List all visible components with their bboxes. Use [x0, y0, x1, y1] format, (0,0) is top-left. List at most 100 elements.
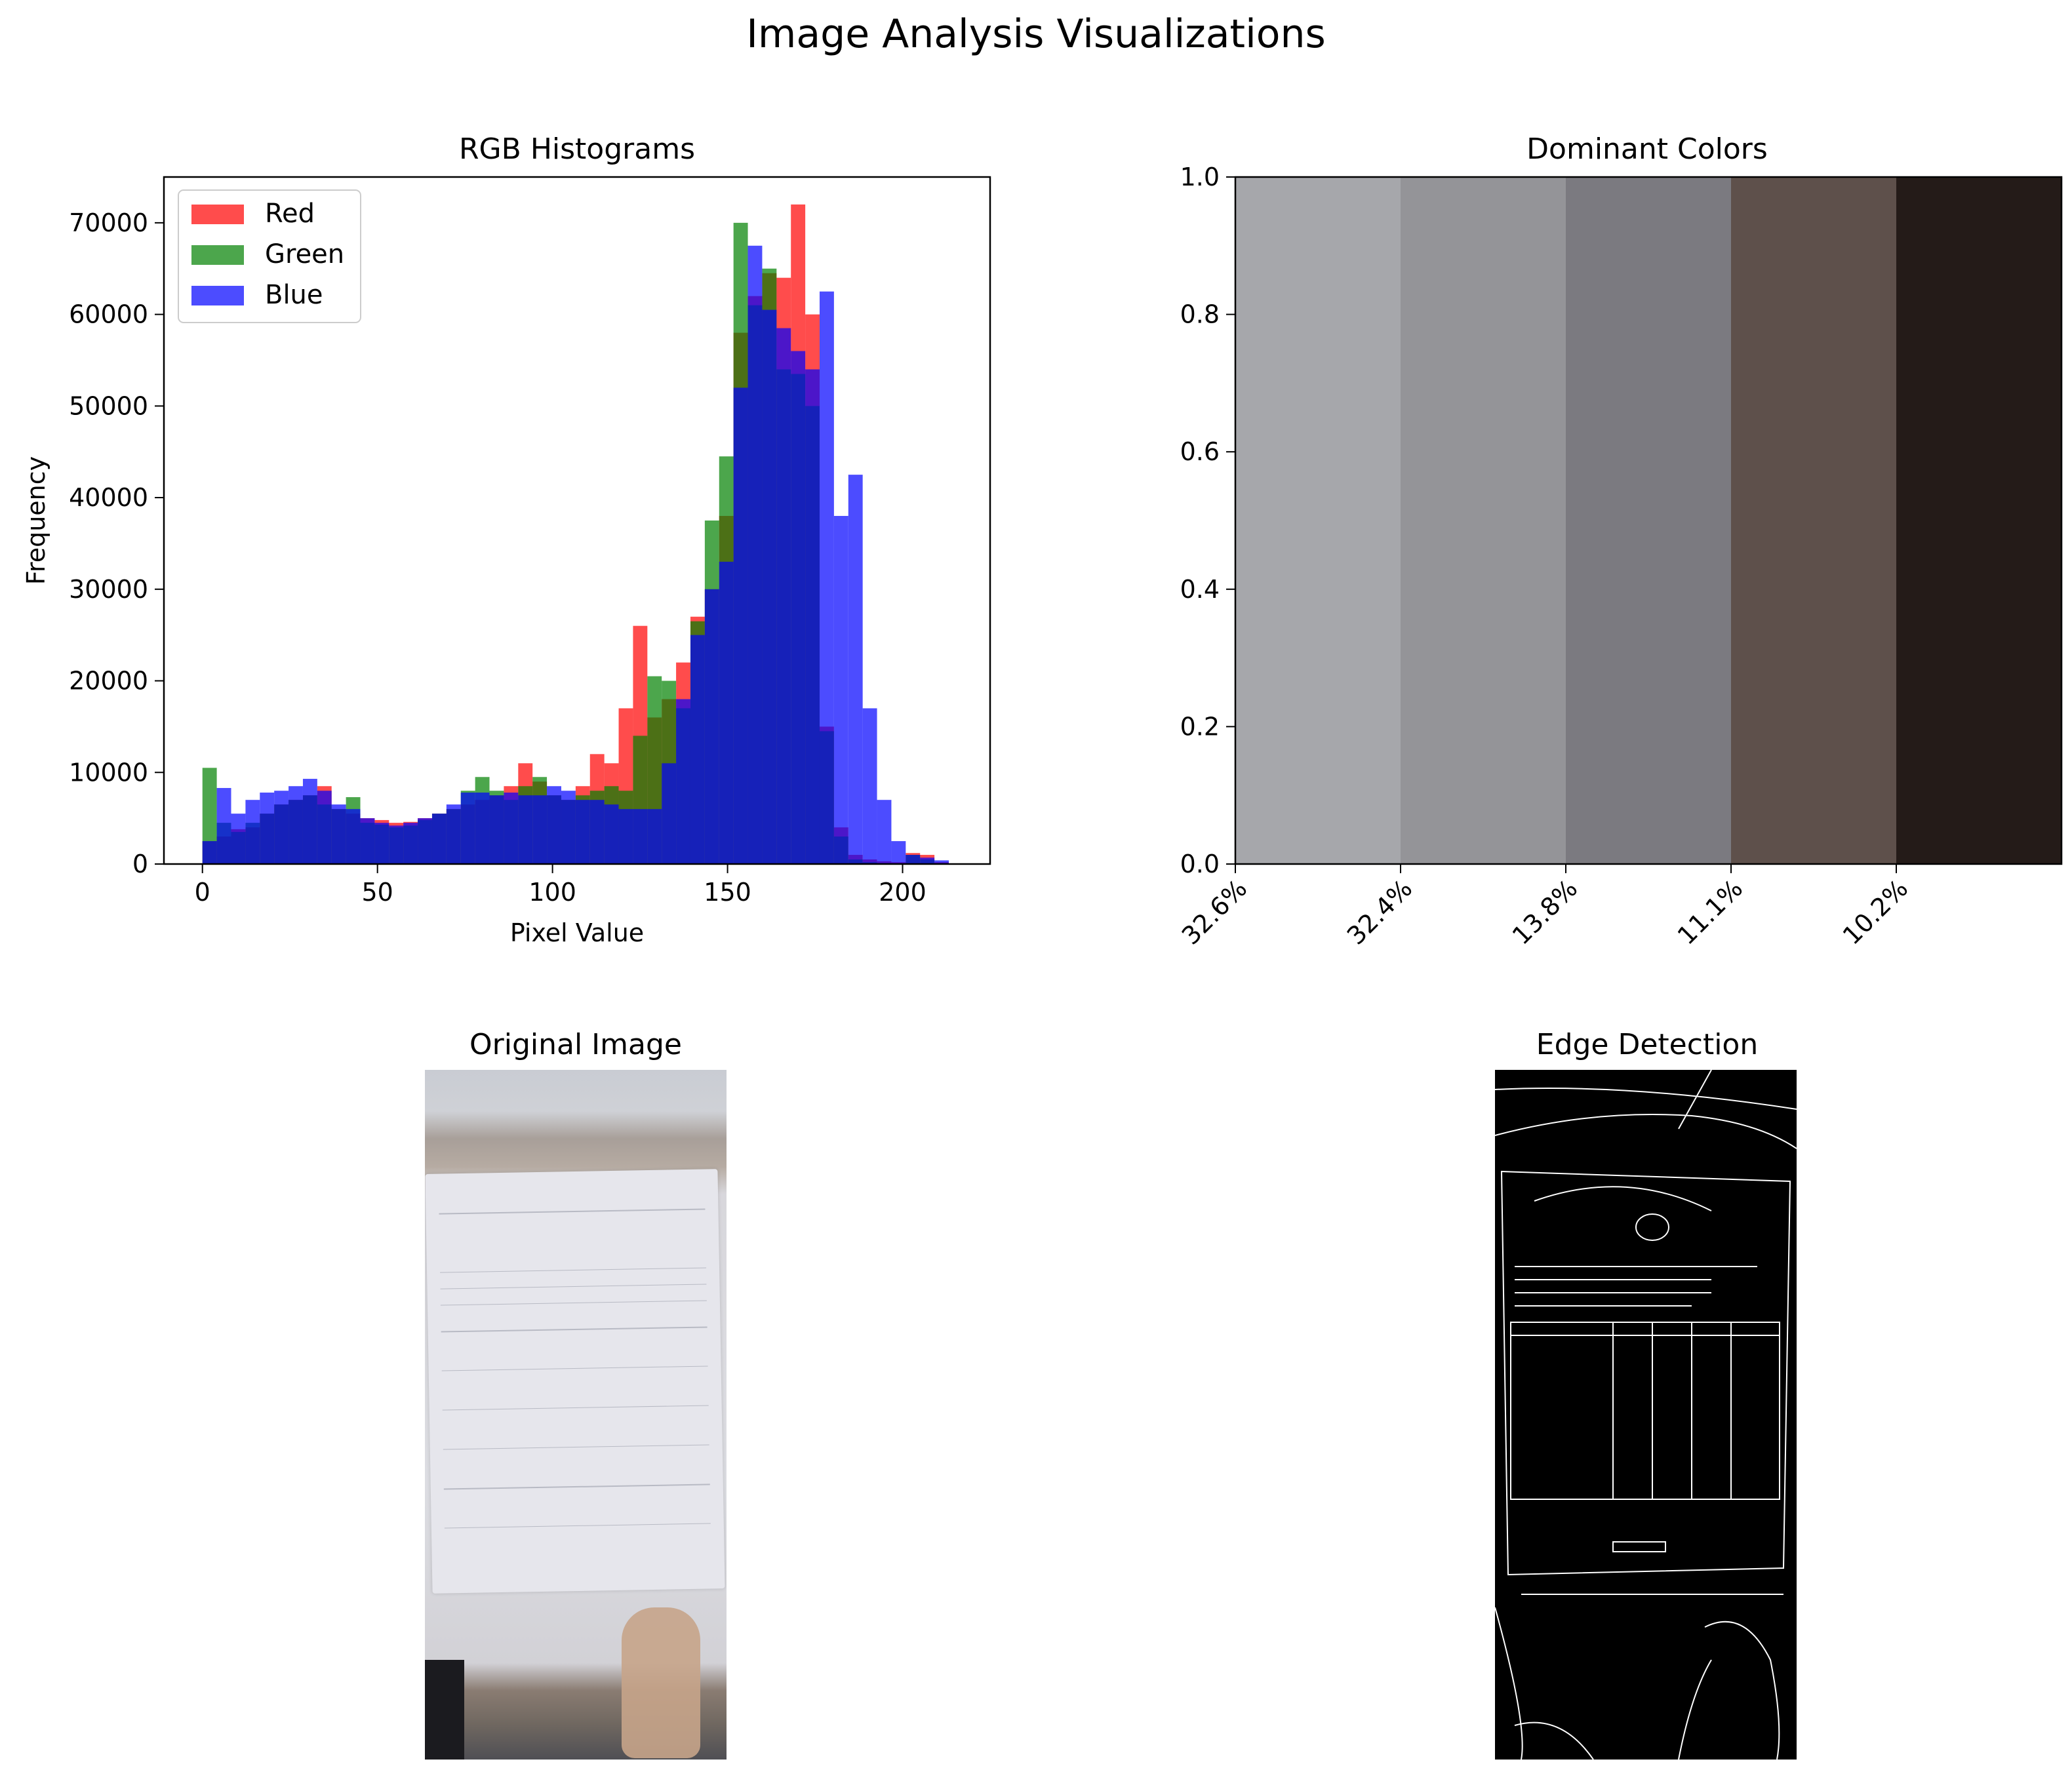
- histogram-bar-blue: [805, 369, 820, 864]
- x-tick-label: 200: [879, 878, 926, 907]
- histogram-bar-blue: [489, 795, 504, 864]
- leg-shape: [425, 1660, 464, 1760]
- histogram-bar-blue: [302, 779, 317, 864]
- histogram-bar-blue: [245, 800, 260, 864]
- y-tick-label: 40000: [69, 483, 148, 512]
- y-tick-label: 20000: [69, 667, 148, 696]
- original-image: [425, 1070, 727, 1760]
- histogram-bar-blue: [418, 818, 432, 864]
- histogram-bar-blue: [762, 309, 777, 864]
- histogram-bar-blue: [704, 589, 719, 864]
- figure-title: Image Analysis Visualizations: [746, 11, 1326, 57]
- histogram-bar-blue: [776, 328, 791, 864]
- histogram-bar-blue: [848, 475, 863, 864]
- x-tick-label: 150: [704, 878, 751, 907]
- x-tick-label: 32.6%: [1176, 874, 1252, 950]
- histogram-y-label: Frequency: [22, 456, 50, 585]
- y-tick-label: 1.0: [1180, 163, 1220, 191]
- histogram-title: RGB Histograms: [459, 132, 695, 166]
- histogram-bar-blue: [360, 818, 375, 864]
- dominant-color-bar: [1401, 177, 1566, 864]
- document-photo: [425, 1169, 725, 1594]
- histogram-bar-blue: [260, 793, 275, 864]
- y-tick-label: 10000: [69, 758, 148, 787]
- foot-shape: [622, 1607, 700, 1758]
- histogram-bar-blue: [647, 809, 662, 864]
- histogram-bar-blue: [274, 791, 289, 864]
- histogram-bar-blue: [747, 245, 763, 864]
- dominant-colors-y-ticks: 0.0 0.2 0.4 0.6 0.8 1.0: [1180, 163, 1235, 878]
- histogram-bar-blue: [906, 855, 921, 864]
- y-tick-label: 30000: [69, 575, 148, 604]
- histogram-bar-blue: [216, 788, 231, 864]
- histogram-bar-blue: [518, 795, 533, 864]
- histogram-axes-frame: [163, 176, 991, 865]
- histogram-bar-blue: [289, 786, 303, 864]
- original-image-title: Original Image: [469, 1028, 682, 1061]
- histogram-bar-blue: [891, 841, 906, 864]
- edge-detection-image: [1495, 1070, 1797, 1760]
- histogram-bars: [202, 204, 949, 865]
- histogram-x-label: Pixel Value: [510, 918, 644, 947]
- rgb-histogram-panel: RGB Histograms 0 50 100 150 200 0 10000 20000 3…: [22, 132, 991, 947]
- histogram-bar-blue: [690, 635, 705, 864]
- histogram-bar-blue: [317, 791, 332, 864]
- x-tick-label: 50: [361, 878, 393, 907]
- histogram-bar-blue: [877, 800, 892, 864]
- legend-label-red: Red: [265, 199, 315, 229]
- edge-detection-title: Edge Detection: [1536, 1028, 1758, 1061]
- histogram-bar-blue: [431, 814, 447, 864]
- histogram-bar-blue: [374, 823, 389, 864]
- histogram-bar-blue: [403, 823, 418, 864]
- legend-swatch-blue: [191, 286, 244, 305]
- histogram-y-ticks: 0 10000 20000 30000 40000 50000 60000 70000: [69, 208, 164, 878]
- x-tick-label: 10.2%: [1837, 874, 1913, 950]
- y-tick-label: 50000: [69, 391, 148, 420]
- histogram-bar-blue: [604, 804, 619, 864]
- histogram-bar-blue: [819, 291, 834, 865]
- legend-label-green: Green: [265, 239, 344, 269]
- legend-swatch-green: [191, 245, 244, 265]
- legend-label-blue: Blue: [265, 280, 323, 310]
- histogram-bar-blue: [719, 561, 734, 864]
- histogram-bar-blue: [446, 804, 461, 864]
- dominant-color-bar: [1731, 177, 1897, 864]
- histogram-bar-blue: [389, 825, 404, 864]
- dominant-color-bar: [1896, 177, 2062, 864]
- histogram-bar-green: [202, 768, 217, 864]
- histogram-bar-blue: [532, 795, 548, 864]
- histogram-bar-blue: [331, 804, 346, 864]
- y-tick-label: 0.8: [1180, 300, 1220, 329]
- histogram-bar-blue: [633, 809, 648, 864]
- histogram-bar-blue: [833, 516, 848, 864]
- histogram-bar-blue: [231, 814, 246, 864]
- histogram-bar-blue: [575, 800, 590, 864]
- histogram-x-ticks: 0 50 100 150 200: [195, 864, 926, 907]
- y-tick-label: 0.4: [1180, 575, 1220, 604]
- histogram-bar-blue: [202, 841, 217, 864]
- histogram-bar-blue: [504, 793, 519, 864]
- y-tick-label: 0.6: [1180, 437, 1220, 466]
- histogram-bar-blue: [676, 699, 690, 864]
- x-tick-label: 32.4%: [1342, 874, 1418, 950]
- histogram-bar-blue: [662, 763, 677, 864]
- dominant-color-bar: [1566, 177, 1732, 864]
- histogram-bar-blue: [618, 809, 633, 864]
- histogram-bar-blue: [475, 793, 490, 864]
- y-tick-label: 70000: [69, 208, 148, 237]
- histogram-bar-blue: [561, 791, 576, 864]
- dominant-colors-axes-frame: [1234, 176, 2063, 865]
- histogram-bar-blue: [589, 800, 605, 864]
- histogram-bar-blue: [862, 708, 877, 864]
- histogram-bar-blue: [547, 786, 561, 864]
- y-tick-label: 60000: [69, 300, 148, 329]
- histogram-bar-blue: [346, 809, 361, 864]
- y-tick-label: 0: [132, 850, 148, 878]
- dominant-colors-x-ticks: 32.6% 32.4% 13.8% 11.1% 10.2%: [1176, 864, 1913, 951]
- x-tick-label: 11.1%: [1672, 874, 1748, 950]
- histogram-bar-blue: [460, 793, 475, 864]
- histogram-bar-blue: [920, 857, 935, 864]
- x-tick-label: 0: [195, 878, 210, 907]
- x-tick-label: 13.8%: [1507, 874, 1583, 950]
